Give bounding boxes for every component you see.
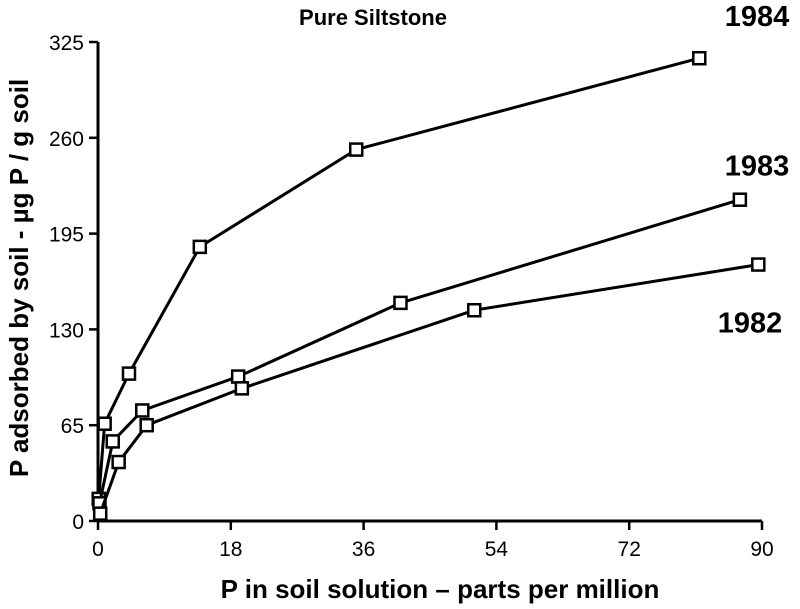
x-tick-label: 72 <box>618 538 641 561</box>
series-1984: 1984 <box>91 1 790 507</box>
y-tick-label: 195 <box>49 224 84 247</box>
series-label: 1982 <box>718 308 783 340</box>
axes: 0 65 130 195 260 325 0 18 36 54 72 90 <box>49 32 774 561</box>
series-1983: 1983 <box>92 151 790 511</box>
series-label: 1984 <box>725 1 790 33</box>
data-point-marker <box>230 369 246 384</box>
data-point-marker <box>751 257 766 272</box>
y-tick-label: 65 <box>61 415 84 438</box>
data-point-marker <box>121 366 137 381</box>
x-tick-label: 36 <box>352 538 375 561</box>
data-point-marker <box>467 302 482 318</box>
y-tick-label: 130 <box>49 319 84 342</box>
chart-title: Pure Siltstone <box>299 5 447 30</box>
x-tick-label: 0 <box>92 538 104 561</box>
y-axis-title: P adsorbed by soil - µg P / g soil <box>4 79 34 477</box>
data-point-marker <box>139 417 154 433</box>
data-point-marker <box>692 50 707 66</box>
data-point-marker <box>97 416 112 431</box>
series-1982: 1982 <box>92 257 783 521</box>
data-point-marker <box>234 381 250 396</box>
x-tick-label: 18 <box>219 538 242 561</box>
data-point-marker <box>111 454 126 470</box>
y-tick-label: 325 <box>49 32 84 55</box>
series-group: 1984 1983 1982 <box>91 1 790 521</box>
y-tick-label: 0 <box>72 511 84 534</box>
y-tick-label: 260 <box>49 128 84 151</box>
data-point-marker <box>393 295 408 311</box>
x-tick-label: 90 <box>750 538 773 561</box>
series-line <box>97 56 700 500</box>
x-axis-title: P in soil solution – parts per million <box>221 574 660 604</box>
data-point-marker <box>135 403 150 418</box>
series-line <box>98 198 741 504</box>
data-point-marker <box>348 142 364 157</box>
data-point-marker <box>192 239 208 255</box>
data-point-marker <box>732 192 748 207</box>
data-point-marker <box>92 506 108 521</box>
x-tick-label: 54 <box>485 538 509 561</box>
series-line <box>98 263 759 515</box>
data-point-marker <box>105 434 121 449</box>
series-label: 1983 <box>725 151 790 183</box>
